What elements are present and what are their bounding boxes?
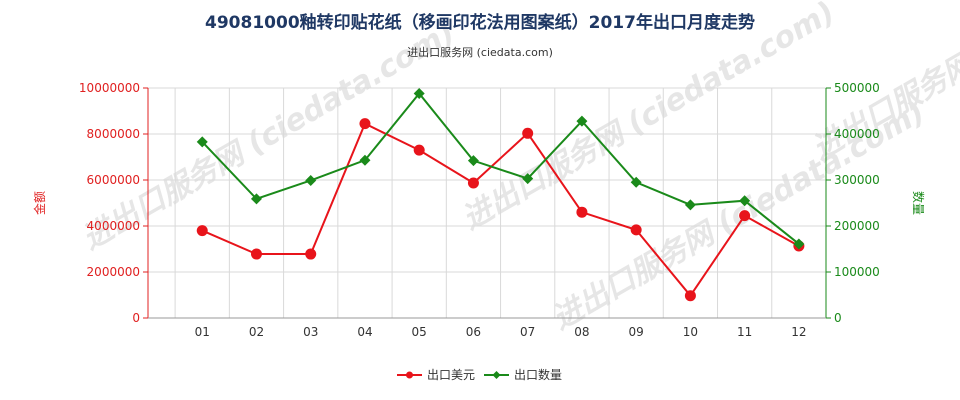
- left-tick-label: 4000000: [87, 219, 140, 233]
- x-tick-label: 03: [303, 325, 318, 339]
- left-tick-label: 0: [132, 311, 140, 325]
- axes: [147, 88, 827, 319]
- chart-title: 49081000釉转印贴花纸（移画印花法用图案纸）2017年出口月度走势: [205, 12, 755, 33]
- left-axis-ticks: 0 2000000 4000000 6000000 8000000 10000000: [79, 81, 148, 325]
- series-2-point: [576, 115, 588, 127]
- left-axis-title: 金额: [32, 191, 47, 215]
- series-2-point: [250, 193, 262, 205]
- legend-label-2: 出口数量: [514, 367, 562, 382]
- x-tick-label: 01: [195, 325, 210, 339]
- right-tick-label: 300000: [834, 173, 880, 187]
- series-layer: [196, 88, 805, 302]
- series-2-point: [739, 195, 751, 207]
- series-2-point: [413, 88, 425, 100]
- series-2-point: [522, 173, 534, 185]
- series-line-2: [201, 91, 800, 245]
- series-1-point: [359, 118, 371, 130]
- x-tick-label: 06: [466, 325, 481, 339]
- x-tick-label: 11: [737, 325, 752, 339]
- series-2-point: [196, 136, 208, 148]
- right-axis-title: 数量: [911, 191, 926, 215]
- series-1-point: [576, 206, 588, 218]
- left-tick-label: 8000000: [87, 127, 140, 141]
- x-axis-ticks: 01 02 03 04 05 06 07 08 09 10 11 12: [195, 325, 807, 339]
- x-tick-label: 02: [249, 325, 264, 339]
- legend-label-1: 出口美元: [427, 368, 475, 382]
- series-1-point: [196, 225, 208, 237]
- x-tick-label: 10: [683, 325, 698, 339]
- right-tick-label: 400000: [834, 127, 880, 141]
- x-tick-label: 09: [629, 325, 644, 339]
- series-1-point: [305, 248, 317, 260]
- series-2-point: [684, 199, 696, 211]
- left-tick-label: 6000000: [87, 173, 140, 187]
- x-tick-label: 08: [574, 325, 589, 339]
- series-2-point: [630, 176, 642, 188]
- right-tick-label: 200000: [834, 219, 880, 233]
- legend-marker-2: [492, 371, 501, 379]
- series-1-point: [413, 144, 425, 156]
- series-2-point: [467, 155, 479, 167]
- right-tick-label: 0: [834, 311, 842, 325]
- right-tick-label: 500000: [834, 81, 880, 95]
- series-1-point: [630, 224, 642, 236]
- x-tick-label: 07: [520, 325, 535, 339]
- series-2-point: [305, 174, 317, 186]
- series-1-point: [467, 177, 479, 189]
- series-1-point: [739, 210, 751, 222]
- right-axis-ticks: 0 100000 200000 300000 400000 500000: [826, 81, 880, 325]
- legend: 出口美元 出口数量: [397, 367, 562, 382]
- x-tick-label: 05: [412, 325, 427, 339]
- x-tick-label: 04: [357, 325, 372, 339]
- series-2-point: [793, 238, 805, 250]
- left-tick-label: 10000000: [79, 81, 140, 95]
- right-tick-label: 100000: [834, 265, 880, 279]
- left-tick-label: 2000000: [87, 265, 140, 279]
- series-line-1: [201, 122, 800, 298]
- series-1-point: [522, 127, 534, 139]
- legend-marker-1: [406, 371, 413, 379]
- series-1-point: [250, 248, 262, 260]
- series-2-point: [359, 154, 371, 166]
- x-tick-label: 12: [791, 325, 806, 339]
- series-1-point: [684, 290, 696, 302]
- chart-subtitle: 进出口服务网 (ciedata.com): [407, 45, 553, 59]
